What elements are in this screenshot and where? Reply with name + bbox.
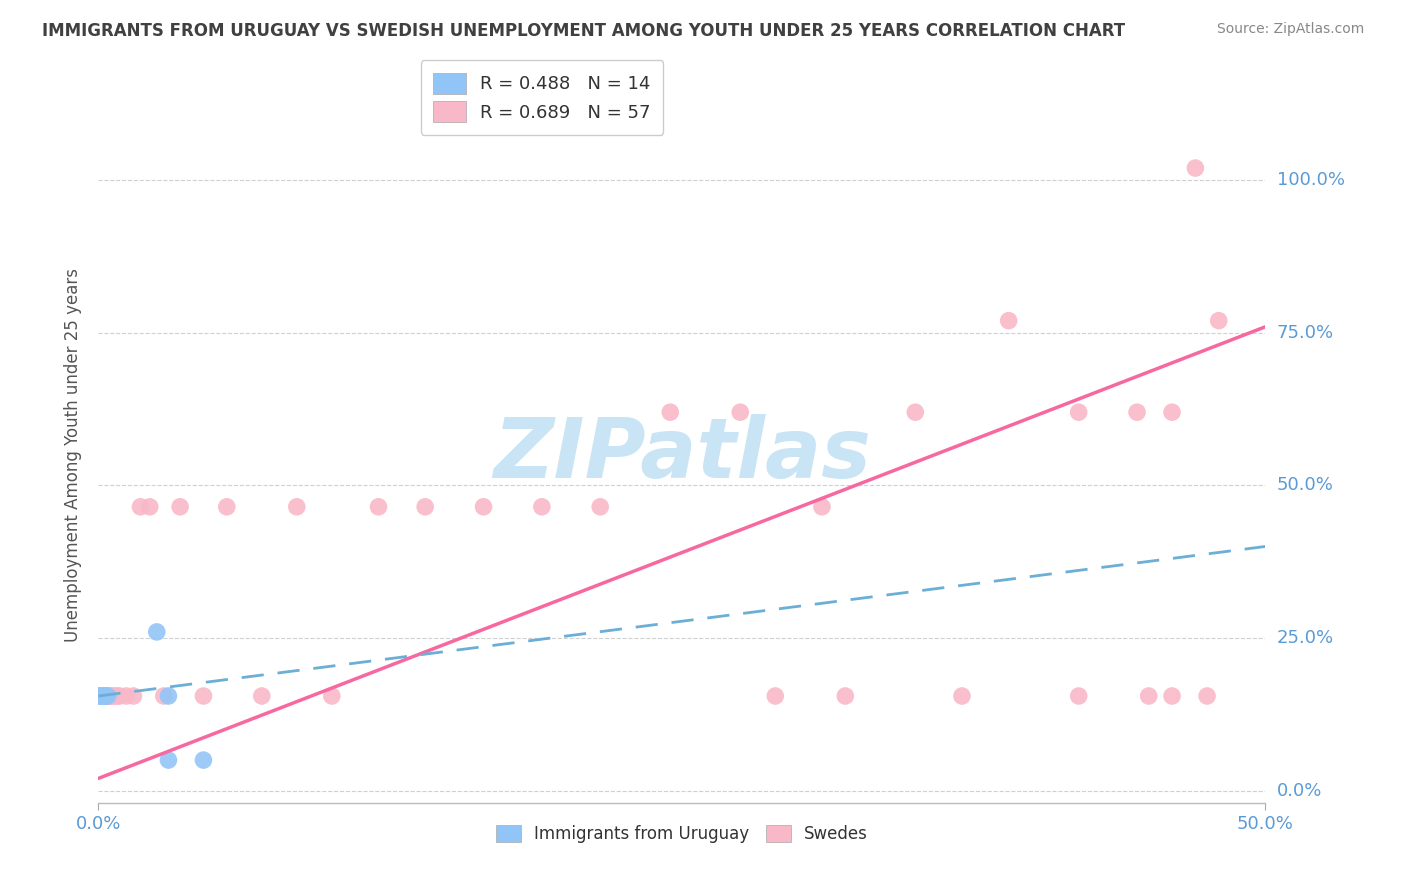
Text: Source: ZipAtlas.com: Source: ZipAtlas.com: [1216, 22, 1364, 37]
Point: [250, 689, 273, 703]
Point: [1184, 161, 1206, 175]
Text: IMMIGRANTS FROM URUGUAY VS SWEDISH UNEMPLOYMENT AMONG YOUTH UNDER 25 YEARS CORRE: IMMIGRANTS FROM URUGUAY VS SWEDISH UNEMP…: [42, 22, 1125, 40]
Point: [91, 689, 114, 703]
Point: [157, 753, 180, 767]
Point: [91, 689, 114, 703]
Point: [1137, 689, 1160, 703]
Point: [763, 689, 786, 703]
Point: [834, 689, 856, 703]
Legend: R = 0.488   N = 14, R = 0.689   N = 57: R = 0.488 N = 14, R = 0.689 N = 57: [420, 61, 664, 135]
Point: [1161, 405, 1184, 419]
Point: [94, 689, 117, 703]
Point: [193, 753, 215, 767]
Point: [472, 500, 495, 514]
Point: [1195, 689, 1218, 703]
Text: ZIPatlas: ZIPatlas: [494, 415, 870, 495]
Text: 100.0%: 100.0%: [1277, 171, 1344, 189]
Point: [90, 689, 112, 703]
Point: [87, 689, 110, 703]
Point: [87, 689, 110, 703]
Point: [91, 689, 114, 703]
Point: [97, 689, 120, 703]
Point: [91, 689, 114, 703]
Point: [90, 689, 112, 703]
Text: 75.0%: 75.0%: [1277, 324, 1334, 342]
Point: [108, 689, 131, 703]
Point: [1208, 313, 1230, 327]
Point: [91, 689, 114, 703]
Text: 0.0%: 0.0%: [1277, 781, 1322, 799]
Point: [169, 500, 191, 514]
Point: [215, 500, 238, 514]
Point: [367, 500, 389, 514]
Point: [94, 689, 117, 703]
Point: [87, 689, 110, 703]
Point: [152, 689, 174, 703]
Point: [139, 500, 162, 514]
Point: [97, 689, 120, 703]
Point: [730, 405, 752, 419]
Point: [193, 689, 215, 703]
Point: [1067, 689, 1090, 703]
Point: [90, 689, 112, 703]
Point: [129, 500, 152, 514]
Text: 50.0%: 50.0%: [1277, 476, 1333, 494]
Point: [157, 689, 180, 703]
Point: [115, 689, 138, 703]
Point: [104, 689, 127, 703]
Point: [530, 500, 553, 514]
Point: [589, 500, 612, 514]
Point: [285, 500, 308, 514]
Point: [413, 500, 436, 514]
Point: [1126, 405, 1149, 419]
Point: [97, 689, 120, 703]
Point: [90, 689, 112, 703]
Y-axis label: Unemployment Among Youth under 25 years: Unemployment Among Youth under 25 years: [65, 268, 83, 642]
Point: [94, 689, 117, 703]
Point: [101, 689, 124, 703]
Point: [90, 689, 112, 703]
Point: [1067, 405, 1090, 419]
Point: [90, 689, 112, 703]
Point: [91, 689, 114, 703]
Text: 25.0%: 25.0%: [1277, 629, 1334, 647]
Point: [91, 689, 114, 703]
Point: [659, 405, 682, 419]
Point: [87, 689, 110, 703]
Point: [90, 689, 112, 703]
Point: [98, 689, 121, 703]
Point: [904, 405, 927, 419]
Point: [811, 500, 834, 514]
Point: [997, 313, 1019, 327]
Point: [950, 689, 973, 703]
Point: [1161, 689, 1184, 703]
Point: [321, 689, 343, 703]
Point: [90, 689, 112, 703]
Point: [105, 689, 128, 703]
Point: [146, 624, 169, 639]
Point: [90, 689, 112, 703]
Point: [94, 689, 117, 703]
Point: [94, 689, 117, 703]
Point: [98, 689, 121, 703]
Point: [122, 689, 145, 703]
